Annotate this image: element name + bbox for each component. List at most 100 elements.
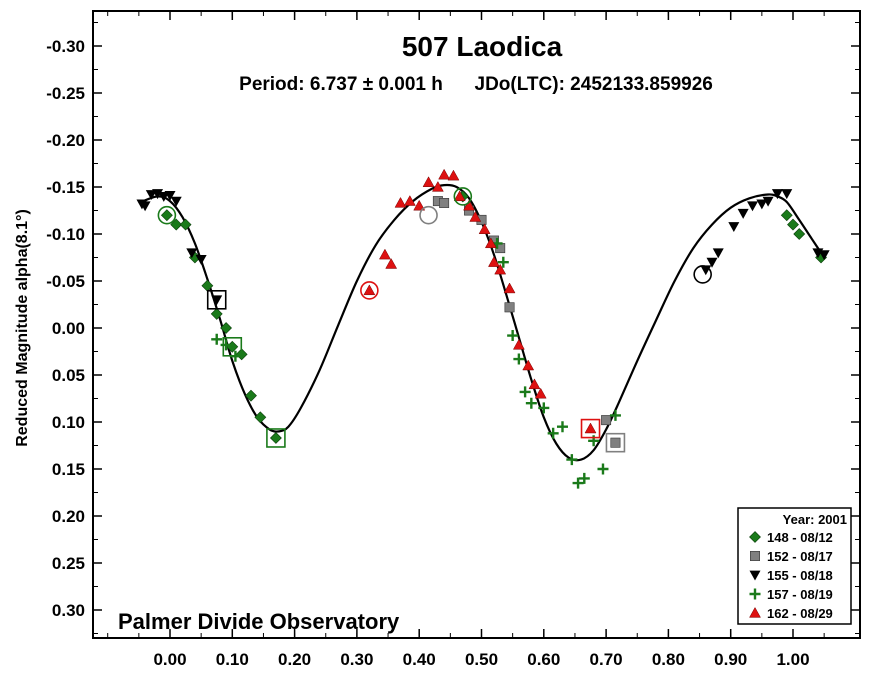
legend-items: 148 - 08/12 152 - 08/17 155 - 08/18 157 - 0… bbox=[749, 530, 833, 621]
data-point bbox=[363, 284, 376, 296]
data-point bbox=[484, 237, 497, 249]
data-point bbox=[453, 190, 466, 202]
data-point bbox=[438, 168, 451, 180]
data-point bbox=[186, 248, 198, 259]
data-point bbox=[210, 307, 223, 320]
y-tick-label: -0.30 bbox=[46, 37, 85, 56]
x-axis-ticks: 0.00 0.10 0.20 0.30 0.40 0.50 0.60 0.70 0.80 0.90… bbox=[107, 11, 825, 669]
data-point bbox=[504, 302, 515, 313]
y-tick-label: -0.15 bbox=[46, 178, 85, 197]
data-point bbox=[728, 222, 740, 232]
y-tick-label: 0.20 bbox=[52, 507, 85, 526]
data-point bbox=[737, 208, 749, 219]
x-tick-label: 1.00 bbox=[776, 650, 809, 669]
data-point bbox=[211, 295, 223, 306]
legend-title: Year: 2001 bbox=[783, 512, 847, 527]
y-axis-label: Reduced Magnitude alpha(8.1°) bbox=[14, 209, 31, 447]
legend-entry-label: 152 - 08/17 bbox=[767, 549, 833, 564]
legend-entry-label: 162 - 08/29 bbox=[767, 606, 833, 621]
data-point bbox=[139, 201, 151, 212]
y-tick-label: 0.30 bbox=[52, 601, 85, 620]
data-point bbox=[422, 176, 435, 187]
data-point bbox=[152, 189, 164, 200]
data-point bbox=[512, 338, 525, 350]
data-point bbox=[220, 339, 232, 351]
legend-entry-label: 148 - 08/12 bbox=[767, 530, 833, 545]
data-point bbox=[762, 196, 774, 207]
y-tick-label: -0.20 bbox=[46, 131, 85, 150]
data-point bbox=[170, 218, 183, 231]
chart-subtitle: Period: 6.737 ± 0.001 h JDo(LTC): 245213… bbox=[239, 74, 713, 95]
x-tick-label: 0.80 bbox=[652, 650, 685, 669]
highlight-circle bbox=[453, 187, 473, 206]
legend-entry-label: 155 - 08/18 bbox=[767, 568, 833, 583]
data-point bbox=[787, 218, 799, 231]
data-point bbox=[556, 421, 568, 433]
x-tick-label: 0.10 bbox=[216, 650, 249, 669]
highlight-circle bbox=[157, 205, 177, 225]
legend-marker bbox=[749, 570, 761, 581]
data-point bbox=[522, 359, 535, 371]
data-point bbox=[431, 180, 444, 192]
data-point bbox=[179, 218, 192, 231]
data-point bbox=[269, 432, 282, 444]
x-tick-label: 0.50 bbox=[465, 650, 498, 669]
data-point bbox=[413, 199, 426, 211]
data-point bbox=[254, 411, 267, 424]
series-155 bbox=[136, 189, 830, 306]
y-tick-label: -0.05 bbox=[46, 272, 85, 291]
y-axis-ticks: -0.30 -0.25 -0.20 -0.15 -0.10 -0.05 0.00 0.05 0.… bbox=[46, 22, 860, 634]
x-tick-label: 0.00 bbox=[153, 650, 186, 669]
y-tick-label: -0.25 bbox=[46, 84, 85, 103]
data-point bbox=[494, 263, 507, 275]
data-point bbox=[578, 472, 590, 484]
y-tick-label: 0.00 bbox=[52, 319, 85, 338]
highlight-circle bbox=[693, 265, 712, 284]
x-tick-label: 0.40 bbox=[403, 650, 436, 669]
legend-marker bbox=[749, 588, 761, 600]
data-point bbox=[525, 397, 537, 409]
data-point bbox=[503, 282, 516, 294]
data-point bbox=[245, 389, 257, 402]
data-point bbox=[439, 198, 450, 208]
data-point bbox=[447, 169, 460, 181]
highlight-square bbox=[222, 336, 243, 357]
data-point bbox=[818, 250, 830, 261]
data-point bbox=[597, 463, 609, 475]
x-tick-label: 0.70 bbox=[590, 650, 623, 669]
data-point bbox=[609, 409, 621, 421]
data-point bbox=[469, 211, 482, 222]
legend-entry-label: 157 - 08/19 bbox=[767, 587, 833, 602]
legend-marker bbox=[749, 606, 761, 618]
data-point bbox=[538, 402, 550, 414]
data-point bbox=[385, 258, 398, 269]
legend: Year: 2001 148 - 08/12 152 - 08/17 155 - 0… bbox=[737, 507, 852, 625]
data-point bbox=[195, 254, 207, 265]
data-point bbox=[463, 199, 475, 211]
series-162 bbox=[363, 168, 597, 434]
data-point bbox=[771, 189, 783, 200]
y-tick-label: 0.10 bbox=[52, 413, 85, 432]
x-tick-label: 0.60 bbox=[527, 650, 560, 669]
data-point bbox=[507, 330, 519, 342]
chart-title: 507 Laodica bbox=[402, 31, 563, 62]
legend-box bbox=[737, 507, 852, 625]
highlight-markers-layer bbox=[157, 187, 712, 453]
data-point bbox=[584, 422, 597, 434]
data-point bbox=[706, 257, 718, 268]
data-point bbox=[534, 387, 547, 399]
data-point bbox=[547, 427, 559, 439]
data-point bbox=[170, 196, 182, 207]
data-point bbox=[572, 477, 584, 489]
data-points-layer bbox=[136, 168, 830, 489]
highlight-square bbox=[580, 418, 601, 439]
data-point bbox=[610, 437, 621, 448]
highlight-square bbox=[266, 428, 286, 448]
data-point bbox=[519, 386, 531, 398]
data-point bbox=[488, 256, 500, 267]
highlight-square bbox=[605, 432, 626, 453]
data-point bbox=[566, 454, 578, 466]
data-point bbox=[403, 195, 416, 206]
data-point bbox=[164, 191, 176, 201]
y-tick-label: -0.10 bbox=[46, 225, 85, 244]
